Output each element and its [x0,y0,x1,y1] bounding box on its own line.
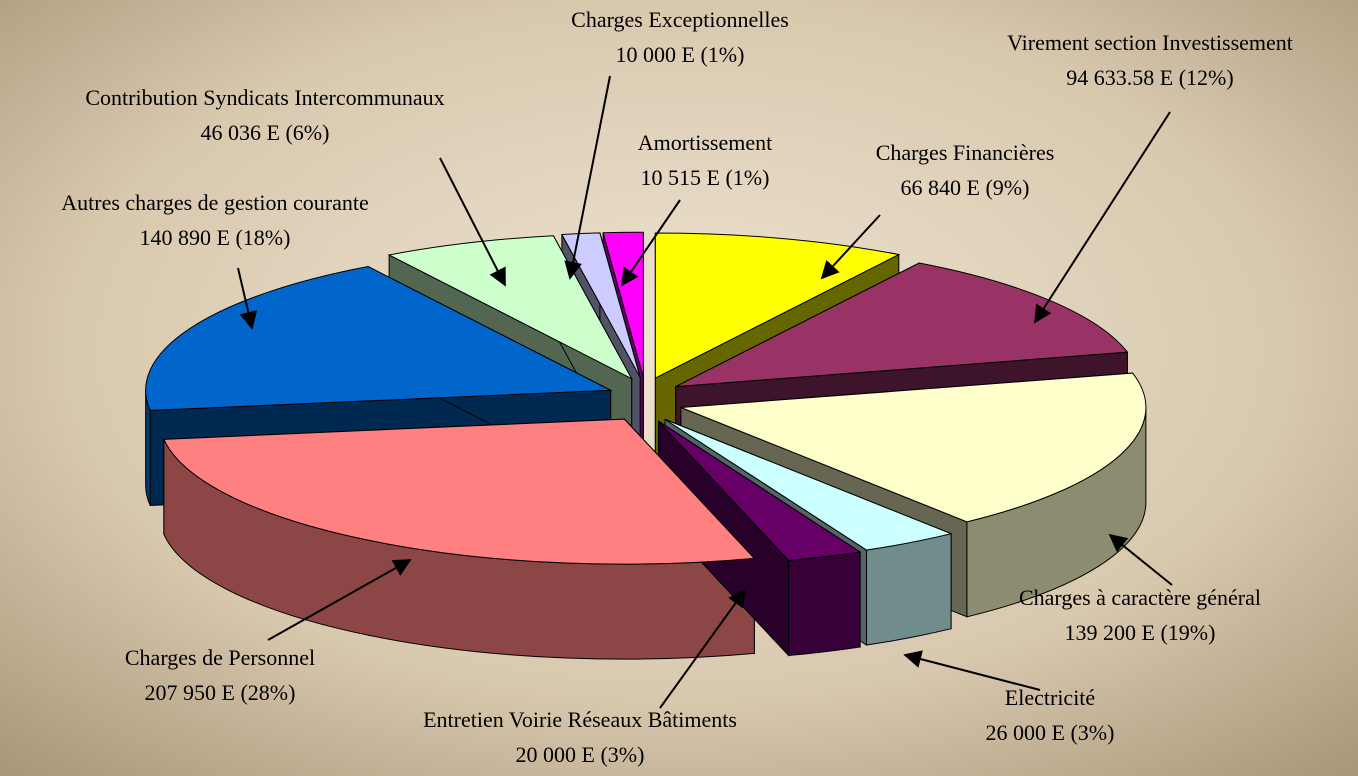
chart: Charges Financières 66 840 E (9%) Virement… [0,0,1358,776]
value-label: 10 000 E (1%) [616,42,745,67]
slice-label: Virement section Investissement [1007,30,1293,55]
value-label: 207 950 E (28%) [145,680,296,705]
slice-label: Charges Financières [876,140,1055,165]
slice-label: Entretien Voirie Réseaux Bâtiments [423,707,737,732]
value-label: 139 200 E (19%) [1065,620,1216,645]
value-label: 140 890 E (18%) [140,225,291,250]
value-label: 20 000 E (3%) [516,742,645,767]
slice-label: Amortissement [638,130,772,155]
slice-label: Charges de Personnel [125,645,315,670]
value-label: 66 840 E (9%) [901,175,1030,200]
value-label: 46 036 E (6%) [201,120,330,145]
slice-side [867,534,952,645]
value-label: 10 515 E (1%) [641,165,770,190]
slice-label: Charges Exceptionnelles [571,7,789,32]
slice-side [789,552,861,656]
slice-label: Electricité [1005,685,1095,710]
slice-label: Charges à caractère général [1019,585,1261,610]
value-label: 94 633.58 E (12%) [1066,65,1233,90]
value-label: 26 000 E (3%) [986,720,1115,745]
slice-label: Contribution Syndicats Intercommunaux [85,85,444,110]
slice-label: Autres charges de gestion courante [61,190,368,215]
